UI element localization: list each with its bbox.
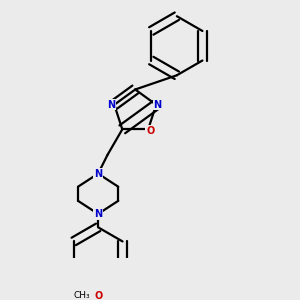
Text: N: N <box>154 100 162 110</box>
Text: N: N <box>94 169 102 178</box>
Text: N: N <box>107 100 116 110</box>
Text: N: N <box>94 209 102 219</box>
Text: O: O <box>94 291 102 300</box>
Text: CH₃: CH₃ <box>74 291 90 300</box>
Text: O: O <box>146 126 154 136</box>
